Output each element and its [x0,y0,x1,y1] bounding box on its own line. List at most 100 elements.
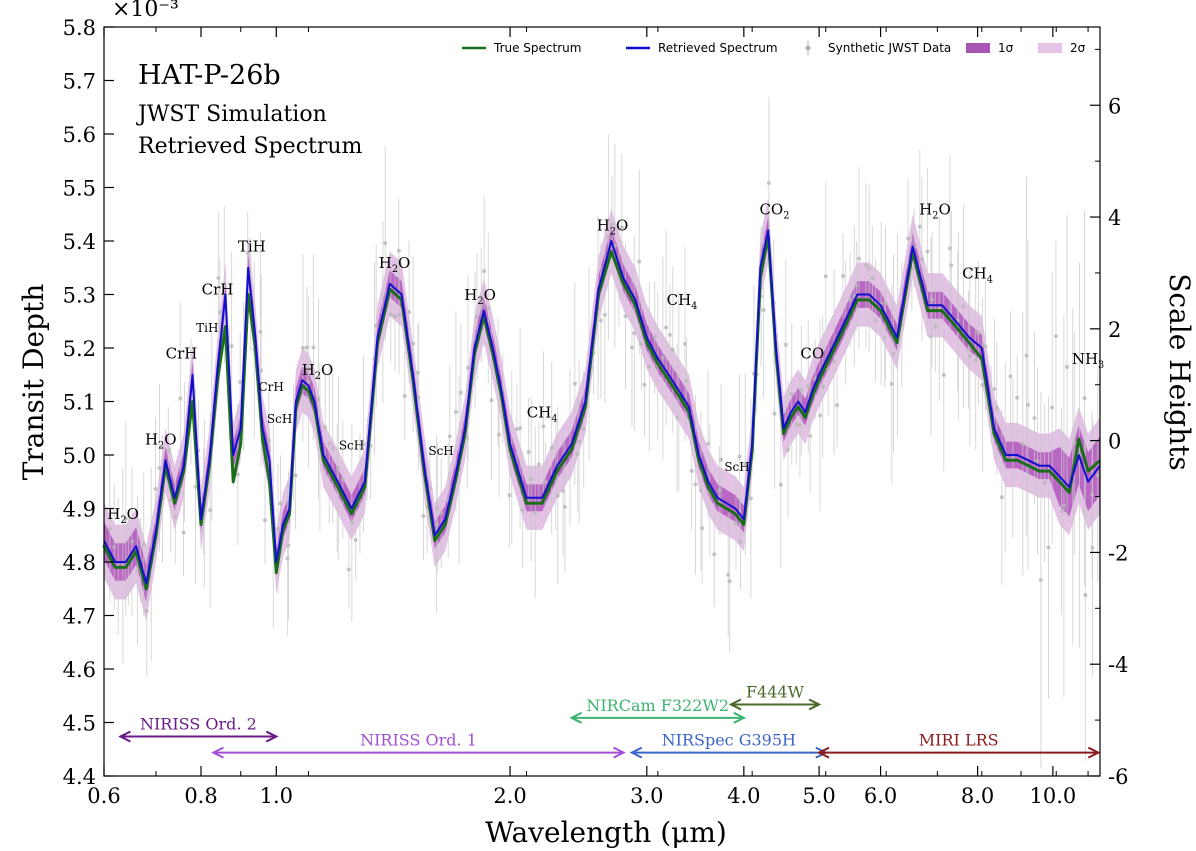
instrument-range: F444W [728,682,822,711]
data-point [529,477,534,482]
data-point [906,236,911,241]
data-point [340,477,345,482]
data-point [541,424,546,429]
data-point [983,344,988,349]
data-point [107,526,112,531]
y-tick-label: 5.1 [63,391,96,415]
y-tick-label: 4.4 [63,765,96,789]
data-point [973,357,978,362]
y-tick-label: 5.8 [63,16,96,40]
molecule-label: CrH [166,345,198,363]
data-point [411,341,416,346]
data-point [208,508,213,513]
molecule-label: CrH [202,281,234,299]
data-point [1082,396,1087,401]
legend-label: True Spectrum [493,41,581,55]
molecule-label: ScH [428,444,453,458]
x-tick-label: 10.0 [1029,784,1076,808]
data-point [129,539,134,544]
molecule-label: H2O [464,286,496,307]
y-multiplier: ×10⁻³ [112,0,179,22]
data-point [632,331,637,336]
instrument-range: NIRCam F322W2 [569,696,747,724]
data-point [549,445,554,450]
data-point [606,234,611,239]
data-point [581,426,586,431]
data-point [293,473,298,478]
data-point [263,518,268,523]
molecule-label: ScH [267,412,292,426]
data-point [647,364,652,369]
data-point [667,332,672,337]
y2-tick-label: 2 [1108,318,1121,342]
y2-tick-label: -4 [1108,653,1128,677]
data-point [700,526,705,531]
data-point [153,487,158,492]
data-point [799,388,804,393]
data-point [447,434,452,439]
legend-entry: True Spectrum [462,41,581,55]
x-tick-label: 0.6 [87,784,120,808]
instrument-range-label: NIRCam F322W2 [586,696,729,715]
molecule-label: CO2 [759,200,789,221]
legend-swatch-dot [805,45,811,51]
data-point [994,406,999,411]
molecule-label: ScH [339,439,364,453]
data-point [832,359,837,364]
molecule-label: ScH [724,460,749,474]
data-point [623,314,628,319]
x-tick-label: 2.0 [493,784,526,808]
synthetic-data-points [102,96,1100,769]
data-point [719,457,724,462]
y2-axis-ticks: -6 -4 -2 0 2 4 6 [1090,48,1128,789]
data-point [1042,480,1047,485]
chart-subtitle-1: JWST Simulation [136,102,327,127]
data-point [112,545,117,550]
data-point [693,482,698,487]
data-point [1025,402,1030,407]
data-point [306,379,311,384]
data-point [737,454,742,459]
x-tick-label: 1.0 [260,784,293,808]
data-point [507,493,512,498]
legend-entry: 1σ [966,41,1014,55]
y-tick-label: 5.2 [63,337,96,361]
legend-swatch [966,43,990,53]
y-tick-label: 5.4 [63,230,96,254]
data-point [520,508,525,513]
data-point [967,354,972,359]
instrument-range: NIRISS Ord. 2 [118,715,279,743]
y-tick-label: 4.7 [63,605,96,629]
legend-label: 1σ [998,41,1014,55]
data-point [466,365,471,370]
legend-label: 2σ [1070,41,1086,55]
y-tick-label: 4.9 [63,498,96,522]
data-point [229,344,234,349]
legend-label: Retrieved Spectrum [658,41,778,55]
data-point [766,181,771,186]
data-point [848,297,853,302]
data-point [388,312,393,317]
data-point [999,495,1004,500]
data-point [258,329,263,334]
data-point [572,381,577,386]
data-point [353,538,358,543]
data-point [222,282,227,287]
molecule-label: TiH [238,238,266,256]
data-point [543,479,548,484]
data-point [808,434,813,439]
data-point [1072,441,1077,446]
data-point [772,411,777,416]
data-point [1053,334,1058,339]
data-point [486,306,491,311]
data-point [933,324,938,329]
data-point [854,283,859,288]
data-point [514,426,519,431]
data-point [1095,473,1100,478]
data-point [1020,441,1025,446]
data-point [930,297,935,302]
data-point [733,521,738,526]
molecule-label: H2O [107,505,139,526]
data-point [664,325,669,330]
molecule-label: TiH [196,321,218,335]
